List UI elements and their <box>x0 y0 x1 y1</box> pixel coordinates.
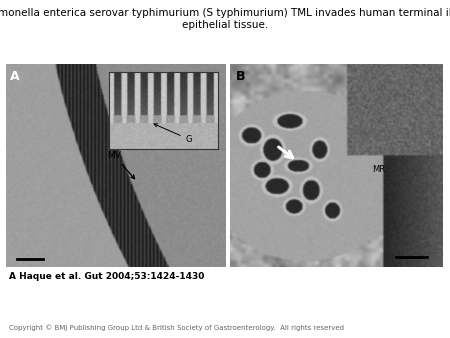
Text: Copyright © BMJ Publishing Group Ltd & British Society of Gastroenterology.  All: Copyright © BMJ Publishing Group Ltd & B… <box>9 324 344 331</box>
Text: Salmonella enterica serovar typhimurium (S typhimurium) TML invades human termin: Salmonella enterica serovar typhimurium … <box>0 8 450 30</box>
Text: MV: MV <box>107 150 135 179</box>
Text: A Haque et al. Gut 2004;53:1424-1430: A Haque et al. Gut 2004;53:1424-1430 <box>9 272 204 281</box>
Text: B: B <box>236 70 245 83</box>
Text: A: A <box>10 70 20 83</box>
Text: G: G <box>154 124 192 144</box>
Text: GUT: GUT <box>384 308 426 326</box>
Text: MR: MR <box>372 165 385 174</box>
